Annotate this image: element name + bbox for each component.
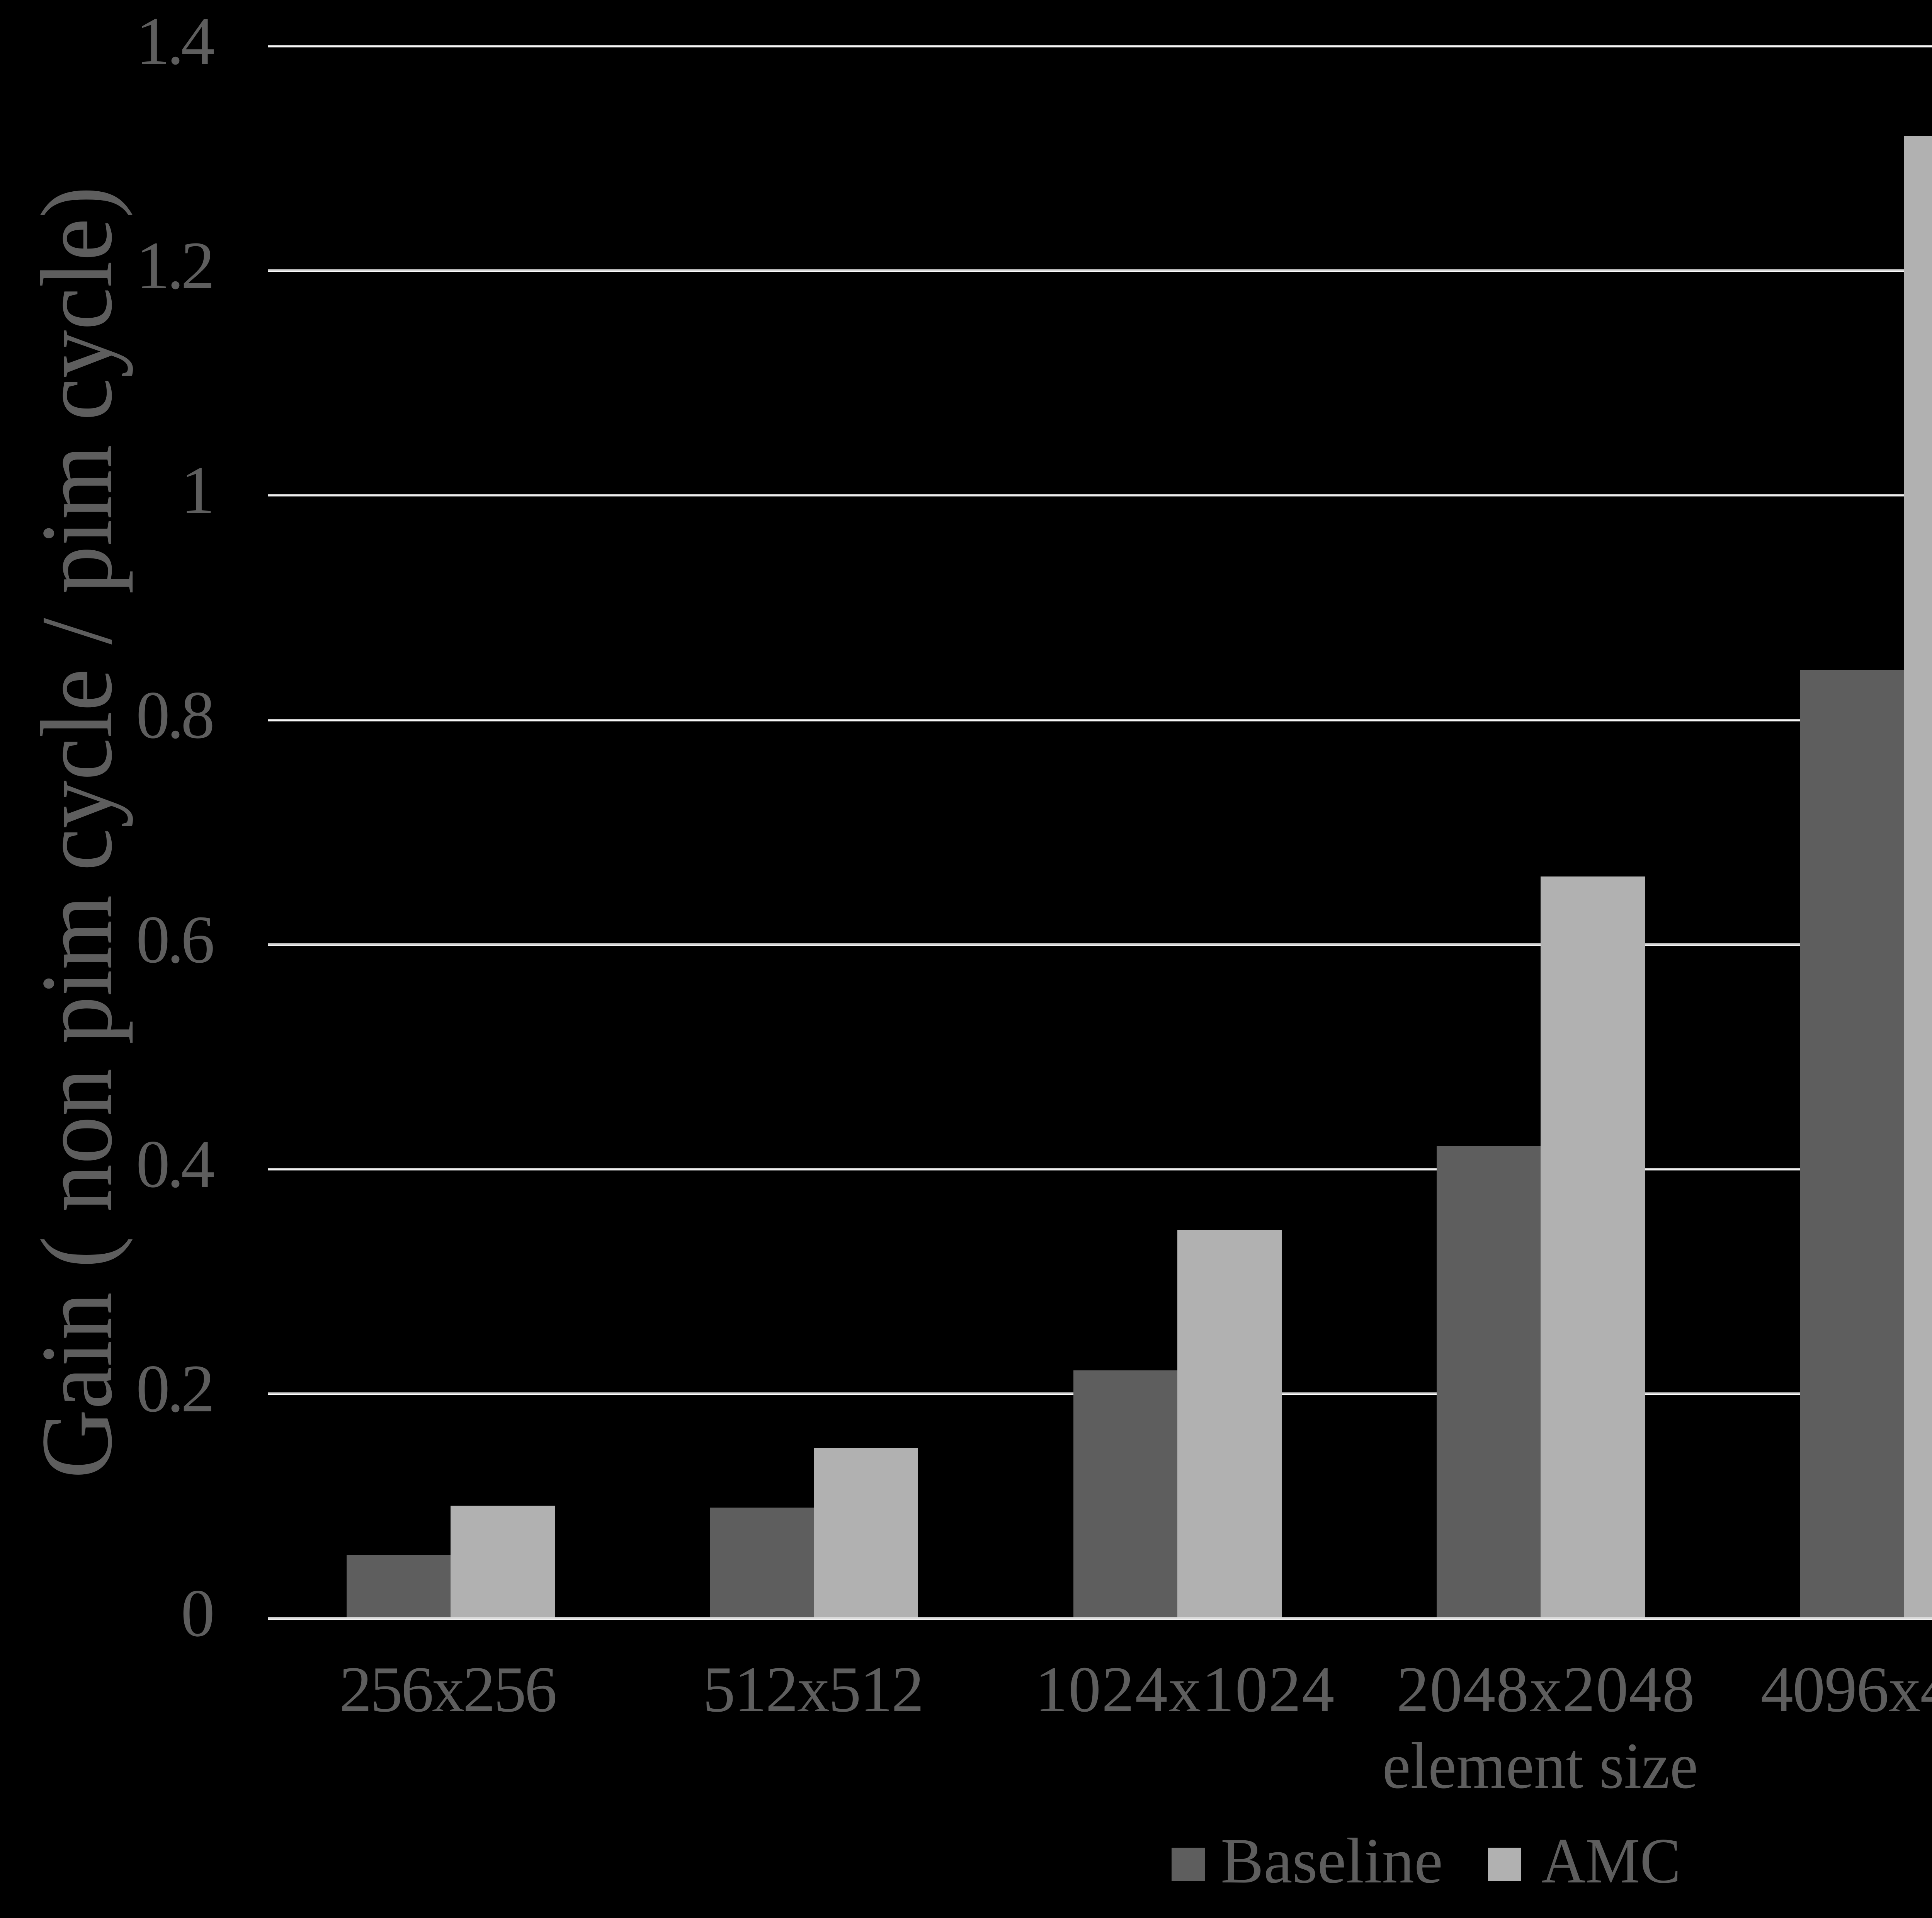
svg-text:4096x4096: 4096x4096 [1761,1653,1932,1726]
svg-text:1: 1 [181,453,215,528]
svg-text:Gain ( non pim cycle / pim cyc: Gain ( non pim cycle / pim cycle) [20,186,133,1479]
svg-text:2048x2048: 2048x2048 [1396,1653,1695,1726]
svg-text:1024x1024: 1024x1024 [1035,1653,1335,1726]
svg-text:0.6: 0.6 [136,902,215,977]
svg-text:1.4: 1.4 [136,3,215,79]
svg-text:element size: element size [1383,1729,1698,1802]
svg-text:0.4: 0.4 [136,1127,215,1202]
svg-text:0.8: 0.8 [136,677,215,753]
svg-text:0.2: 0.2 [136,1351,215,1426]
svg-text:512x512: 512x512 [703,1653,924,1726]
svg-text:0: 0 [181,1576,215,1651]
svg-text:256x256: 256x256 [339,1653,557,1726]
svg-text:1.2: 1.2 [136,228,215,303]
svg-text:AMC: AMC [1541,1825,1681,1897]
svg-text:Baseline: Baseline [1221,1825,1443,1897]
